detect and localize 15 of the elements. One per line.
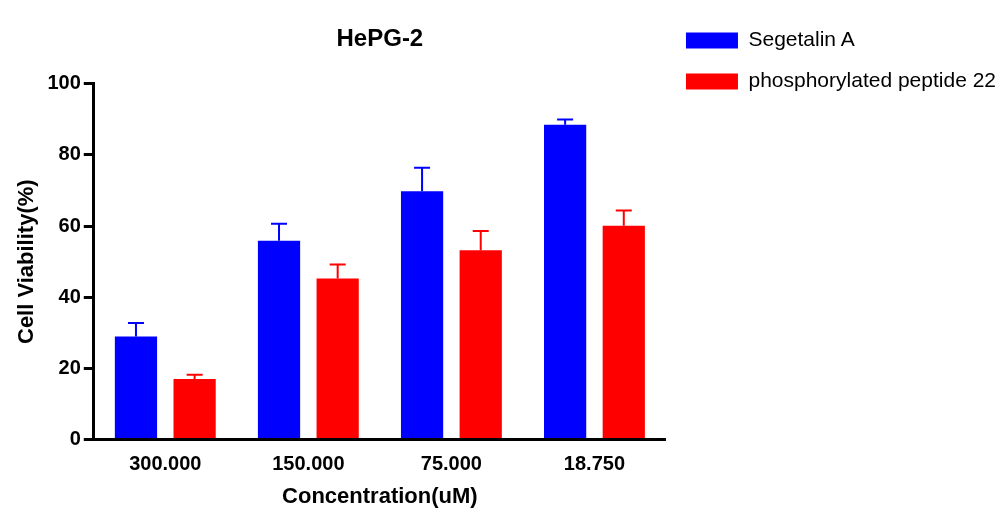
x-tick-label: 75.000 [420,452,482,475]
x-tick-label: 18.750 [563,452,626,475]
y-tick-label: 60 [58,213,81,236]
y-tick-label: 80 [58,142,81,165]
x-tick-label: 150.000 [272,452,345,475]
y-tick-label: 0 [69,427,81,450]
legend-label: phosphorylated peptide 22 [748,68,996,92]
x-tick-label: 300.000 [129,452,202,475]
y-tick-label: 20 [58,355,81,378]
y-axis-title: Cell Viability(%) [13,179,39,345]
x-axis-title: Concentration(uM) [282,482,478,508]
chart-title: HePG-2 [336,24,424,52]
y-tick-label: 40 [58,284,81,307]
legend-label: Segetalin A [748,27,855,51]
y-tick-label: 100 [47,71,81,94]
